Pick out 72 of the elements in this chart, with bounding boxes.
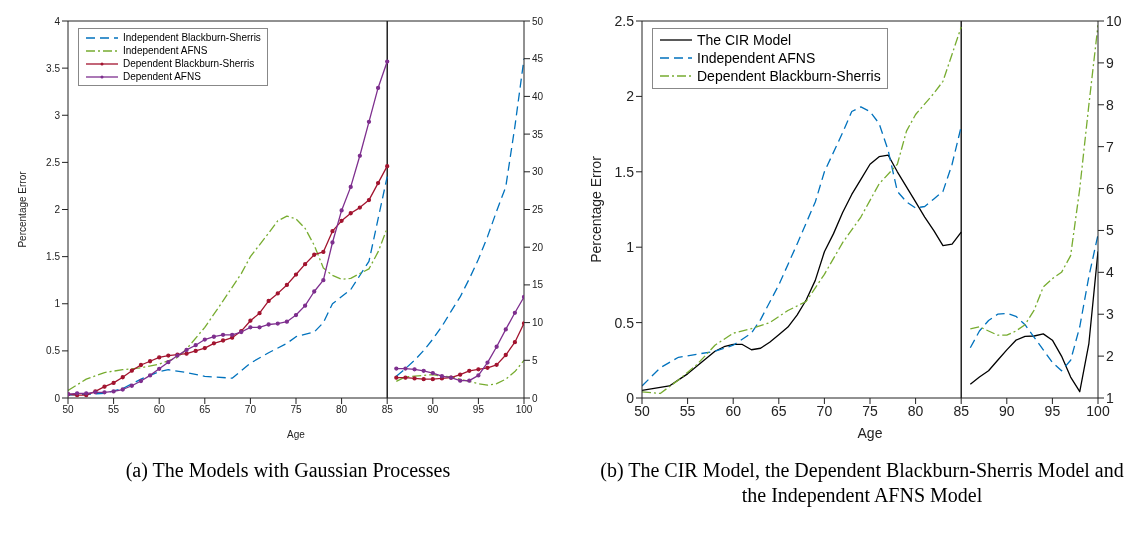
line-series xyxy=(642,26,962,395)
x-tick-label: 50 xyxy=(634,402,650,419)
x-tick-label: 85 xyxy=(381,404,394,416)
x-tick-label: 75 xyxy=(290,404,302,416)
x-tick-label: 60 xyxy=(153,404,166,416)
x-tick-label: 55 xyxy=(679,402,696,419)
y2-tick-label: 45 xyxy=(532,53,544,65)
x-axis-title: Age xyxy=(857,425,883,441)
y2-tick-label: 50 xyxy=(532,15,544,27)
y-tick-label: 2.5 xyxy=(614,12,635,29)
legend-label: Independent AFNS xyxy=(697,49,816,68)
y2-tick-label: 7 xyxy=(1106,138,1114,155)
legend-label: Dependent Blackburn-Sherris xyxy=(123,57,255,70)
x-tick-label: 65 xyxy=(199,404,211,416)
x-tick-label: 50 xyxy=(62,404,74,416)
y-tick-label: 1 xyxy=(54,298,61,310)
y2-tick-label: 25 xyxy=(532,204,544,216)
x-tick-label: 80 xyxy=(336,404,348,416)
y-tick-label: 3.5 xyxy=(46,62,61,74)
x-tick-label: 95 xyxy=(472,404,485,416)
y2-tick-label: 2 xyxy=(1106,348,1114,365)
y2-tick-label: 3 xyxy=(1106,306,1114,323)
legend-label: The CIR Model xyxy=(697,31,792,50)
x-tick-label: 90 xyxy=(427,404,439,416)
y-tick-label: 2 xyxy=(54,204,61,216)
y-tick-label: 0.5 xyxy=(46,345,61,357)
legend-label: Independent Blackburn-Sherris xyxy=(123,31,261,44)
line-series xyxy=(395,359,524,386)
y-axis-title: Percentage Error xyxy=(16,170,28,248)
y-tick-label: 0 xyxy=(54,392,61,404)
y-tick-label: 1.5 xyxy=(46,251,61,263)
y2-tick-label: 10 xyxy=(1106,12,1122,29)
y2-tick-label: 9 xyxy=(1106,54,1114,71)
line-series xyxy=(642,106,962,387)
x-tick-label: 80 xyxy=(907,402,924,419)
y2-tick-label: 4 xyxy=(1106,264,1114,281)
y2-tick-label: 6 xyxy=(1106,180,1114,197)
y-tick-label: 0.5 xyxy=(614,314,635,331)
y-tick-label: 3 xyxy=(54,109,61,121)
x-tick-label: 100 xyxy=(515,404,533,416)
legend-label: Independent AFNS xyxy=(123,44,208,57)
y-tick-label: 0 xyxy=(626,389,635,406)
y2-tick-label: 5 xyxy=(1106,222,1114,239)
y2-tick-label: 5 xyxy=(532,354,538,366)
y-tick-label: 2.5 xyxy=(46,156,61,168)
y2-tick-label: 35 xyxy=(532,128,544,140)
y-tick-label: 4 xyxy=(54,15,61,27)
y2-tick-label: 40 xyxy=(532,90,544,102)
x-tick-label: 60 xyxy=(725,402,742,419)
y-tick-label: 1.5 xyxy=(614,163,635,180)
x-tick-label: 70 xyxy=(244,404,257,416)
y-tick-label: 2 xyxy=(626,88,635,105)
y2-tick-label: 10 xyxy=(532,317,544,329)
y2-tick-label: 15 xyxy=(532,279,544,291)
x-tick-label: 75 xyxy=(862,402,878,419)
y2-tick-label: 30 xyxy=(532,166,544,178)
y2-tick-label: 0 xyxy=(532,392,538,404)
x-tick-label: 55 xyxy=(108,404,120,416)
legend-label: Dependent AFNS xyxy=(123,70,201,83)
x-tick-label: 90 xyxy=(999,402,1015,419)
text: (b) The CIR Model, the Dependent Blackburn-Sherris Model and the Independent AFNS Model xyxy=(599,458,1125,508)
text: (a) The Models with Gaussian Processes xyxy=(124,458,452,483)
x-tick-label: 85 xyxy=(953,402,970,419)
y2-tick-label: 8 xyxy=(1106,96,1114,113)
legend-label: Dependent Blackburn-Sherris xyxy=(697,67,881,86)
y-tick-label: 1 xyxy=(626,239,635,256)
y-axis-title: Percentage Error xyxy=(587,155,604,263)
x-tick-label: 65 xyxy=(771,402,787,419)
x-axis-title: Age xyxy=(287,429,306,440)
x-tick-label: 95 xyxy=(1044,402,1061,419)
x-tick-label: 70 xyxy=(816,402,833,419)
y2-tick-label: 20 xyxy=(532,241,544,253)
